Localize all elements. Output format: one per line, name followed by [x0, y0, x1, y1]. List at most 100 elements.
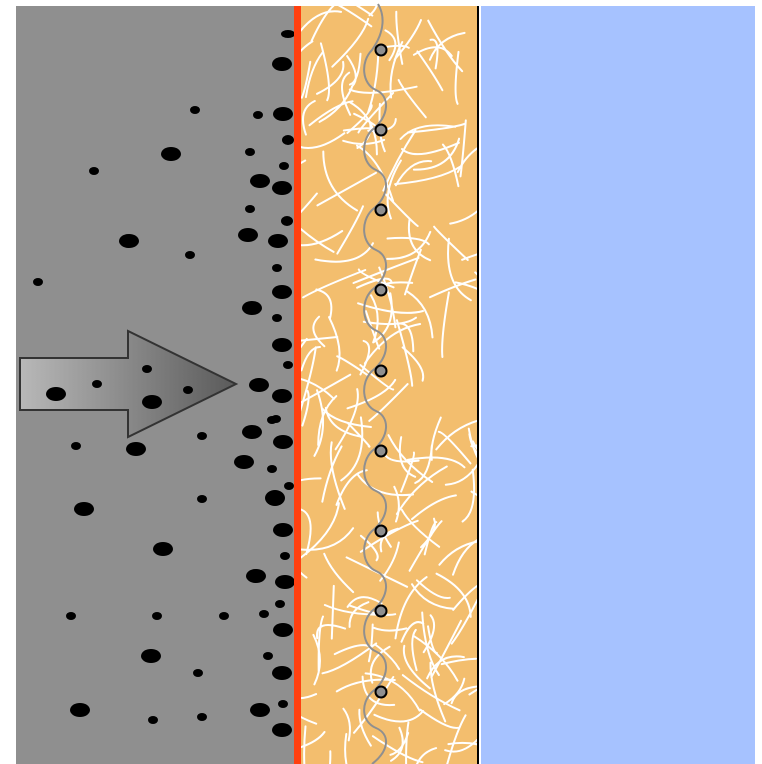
particle — [219, 612, 229, 620]
particle-group — [33, 30, 295, 737]
fiber — [319, 42, 330, 102]
fiber — [321, 445, 343, 503]
accumulated-particle — [279, 162, 289, 170]
particle — [242, 301, 262, 315]
accumulated-particle — [278, 700, 288, 708]
fiber — [433, 225, 469, 261]
fiber — [395, 10, 404, 65]
particle — [250, 703, 270, 717]
pore-bead — [374, 364, 388, 378]
fiber — [316, 60, 345, 95]
fiber — [452, 538, 478, 576]
fiber — [300, 527, 355, 551]
particle — [126, 442, 146, 456]
fiber — [300, 508, 312, 556]
particle — [245, 205, 255, 213]
particle — [153, 542, 173, 556]
fiber — [363, 323, 422, 365]
fiber — [387, 434, 434, 483]
fiber — [393, 19, 422, 61]
fiber — [368, 383, 409, 422]
fiber — [379, 541, 400, 582]
fiber — [359, 339, 371, 376]
fiber — [330, 584, 335, 640]
fiber — [346, 378, 397, 410]
fiber — [386, 230, 432, 260]
fiber — [407, 218, 432, 262]
fiber — [468, 687, 478, 696]
fiber — [312, 315, 326, 348]
fiber — [318, 86, 353, 123]
fiber — [317, 615, 324, 672]
accumulated-particle — [272, 666, 292, 680]
accumulated-particle — [273, 523, 293, 537]
fiber — [405, 721, 410, 764]
particle — [259, 610, 269, 618]
accumulated-particle — [282, 135, 294, 145]
fiber — [397, 79, 427, 119]
particle — [267, 416, 277, 424]
particle — [197, 432, 207, 440]
fiber — [461, 253, 478, 261]
fiber — [346, 596, 383, 608]
pore-bead — [374, 283, 388, 297]
accumulated-particle — [272, 338, 292, 352]
fiber — [316, 171, 377, 207]
particle — [245, 148, 255, 156]
particle — [161, 147, 181, 161]
accumulated-particle — [272, 389, 292, 403]
pore-channel — [363, 3, 387, 764]
fiber — [347, 422, 371, 448]
fiber — [402, 644, 431, 690]
accumulated-particle — [273, 435, 293, 449]
particle — [183, 386, 193, 394]
particle — [197, 495, 207, 503]
fiber — [401, 346, 425, 382]
fiber — [356, 473, 414, 497]
fiber — [384, 29, 397, 62]
pore-bead — [374, 123, 388, 137]
fiber — [429, 661, 447, 723]
fiber — [352, 256, 420, 284]
particle — [119, 234, 139, 248]
fiber — [386, 159, 402, 220]
fiber — [408, 520, 443, 572]
pore-bead — [374, 444, 388, 458]
fiber — [450, 685, 478, 705]
fiber — [322, 150, 359, 212]
accumulated-particle — [268, 234, 288, 248]
fiber — [300, 502, 340, 559]
fiber — [404, 248, 422, 296]
fiber — [437, 430, 472, 465]
fiber — [411, 628, 418, 672]
fiber — [400, 508, 441, 548]
fiber — [471, 440, 478, 452]
fiber — [449, 209, 478, 225]
fiber — [386, 236, 430, 246]
fiber — [300, 10, 342, 34]
particle — [142, 395, 162, 409]
support-layer — [300, 6, 478, 764]
pore-bead — [374, 43, 388, 57]
fiber — [374, 643, 401, 671]
fiber — [312, 633, 321, 686]
fiber — [411, 494, 457, 521]
fiber — [426, 655, 465, 680]
fiber — [300, 40, 314, 54]
particle — [197, 713, 207, 721]
pore-bead — [374, 604, 388, 618]
accumulated-particle — [273, 623, 293, 637]
fiber — [364, 672, 421, 712]
fiber — [427, 19, 464, 73]
fiber — [334, 388, 359, 451]
fiber — [416, 50, 444, 92]
fiber — [300, 345, 321, 372]
fiber — [459, 119, 467, 178]
fiber — [359, 364, 395, 391]
fiber — [401, 141, 460, 156]
particle — [152, 612, 162, 620]
fiber — [429, 38, 439, 70]
fiber — [359, 519, 419, 553]
permeate-region — [481, 6, 755, 764]
